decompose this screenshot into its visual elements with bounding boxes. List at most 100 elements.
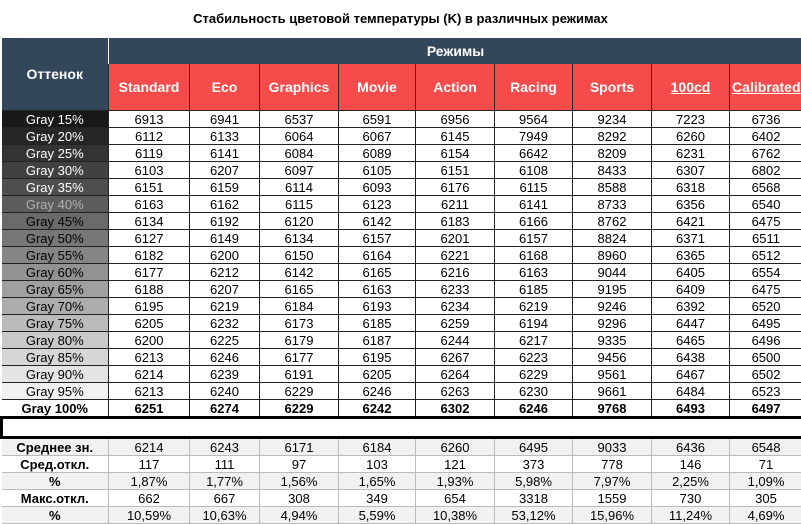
temperature-cell: 8733 <box>573 196 652 213</box>
stats-cell: 1,77% <box>190 473 260 490</box>
temperature-cell: 6371 <box>652 230 730 247</box>
temperature-cell: 7949 <box>495 128 573 145</box>
stats-cell: 3318 <box>495 490 573 507</box>
temperature-cell: 6120 <box>260 213 339 230</box>
row-header-shade: Оттенок <box>2 38 109 111</box>
temperature-cell: 6150 <box>260 247 339 264</box>
mode-header-graphics: Graphics <box>260 64 339 111</box>
temperature-cell: 6274 <box>190 400 260 418</box>
stats-cell: 6171 <box>260 438 339 456</box>
mode-header-100cd: 100cd <box>652 64 730 111</box>
temperature-cell: 6119 <box>109 145 190 162</box>
mode-header-standard: Standard <box>109 64 190 111</box>
temperature-cell: 6200 <box>190 247 260 264</box>
temperature-cell: 6142 <box>339 213 416 230</box>
temperature-cell: 6511 <box>730 230 801 247</box>
temperature-cell: 6591 <box>339 111 416 128</box>
temperature-cell: 6356 <box>652 196 730 213</box>
temperature-cell: 6239 <box>190 366 260 383</box>
temperature-cell: 6956 <box>416 111 495 128</box>
temperature-cell: 6484 <box>652 383 730 400</box>
temperature-cell: 6229 <box>260 400 339 418</box>
stats-cell: 308 <box>260 490 339 507</box>
stats-cell: 10,63% <box>190 507 260 524</box>
shade-label: Gray 80% <box>2 332 109 349</box>
temperature-cell: 6941 <box>190 111 260 128</box>
temperature-cell: 6176 <box>416 179 495 196</box>
stats-cell: 2,25% <box>652 473 730 490</box>
temperature-cell: 8292 <box>573 128 652 145</box>
temperature-cell: 6214 <box>109 366 190 383</box>
temperature-cell: 6229 <box>260 383 339 400</box>
shade-label: Gray 55% <box>2 247 109 264</box>
stats-cell: 6436 <box>652 438 730 456</box>
temperature-cell: 6230 <box>495 383 573 400</box>
temperature-cell: 6500 <box>730 349 801 366</box>
temperature-cell: 6205 <box>339 366 416 383</box>
shade-label: Gray 70% <box>2 298 109 315</box>
temperature-cell: 6163 <box>495 264 573 281</box>
temperature-cell: 6164 <box>339 247 416 264</box>
temperature-cell: 6205 <box>109 315 190 332</box>
stats-cell: 117 <box>109 456 190 473</box>
temperature-cell: 6151 <box>416 162 495 179</box>
stats-cell: 654 <box>416 490 495 507</box>
temperature-cell: 6421 <box>652 213 730 230</box>
stats-cell: 730 <box>652 490 730 507</box>
stats-label: % <box>2 473 109 490</box>
temperature-cell: 6194 <box>495 315 573 332</box>
temperature-cell: 6465 <box>652 332 730 349</box>
temperature-cell: 6149 <box>190 230 260 247</box>
temperature-cell: 6213 <box>109 383 190 400</box>
temperature-cell: 6207 <box>190 281 260 298</box>
temperature-cell: 8588 <box>573 179 652 196</box>
stats-cell: 6214 <box>109 438 190 456</box>
temperature-cell: 6405 <box>652 264 730 281</box>
stats-cell: 305 <box>730 490 801 507</box>
temperature-cell: 6913 <box>109 111 190 128</box>
temperature-cell: 8209 <box>573 145 652 162</box>
temperature-cell: 6246 <box>339 383 416 400</box>
temperature-cell: 6123 <box>339 196 416 213</box>
stats-cell: 6243 <box>190 438 260 456</box>
temperature-cell: 6497 <box>730 400 801 418</box>
temperature-cell: 6762 <box>730 145 801 162</box>
temperature-cell: 6211 <box>416 196 495 213</box>
temperature-cell: 6231 <box>652 145 730 162</box>
shade-label: Gray 75% <box>2 315 109 332</box>
stats-cell: 667 <box>190 490 260 507</box>
stats-cell: 10,59% <box>109 507 190 524</box>
stats-cell: 15,96% <box>573 507 652 524</box>
temperature-cell: 6084 <box>260 145 339 162</box>
temperature-cell: 6242 <box>339 400 416 418</box>
temperature-cell: 6192 <box>190 213 260 230</box>
stats-label: Макс.откл. <box>2 490 109 507</box>
stats-cell: 778 <box>573 456 652 473</box>
temperature-cell: 6141 <box>190 145 260 162</box>
temperature-cell: 6185 <box>339 315 416 332</box>
table-title: Стабильность цветовой температуры (K) в … <box>0 0 801 38</box>
stats-cell: 1,93% <box>416 473 495 490</box>
temperature-cell: 6163 <box>109 196 190 213</box>
temperature-cell: 6246 <box>495 400 573 418</box>
stats-cell: 1559 <box>573 490 652 507</box>
mode-header-racing: Racing <box>495 64 573 111</box>
stats-cell: 11,24% <box>652 507 730 524</box>
stats-cell: 146 <box>652 456 730 473</box>
stats-cell: 1,09% <box>730 473 801 490</box>
temperature-cell: 6089 <box>339 145 416 162</box>
temperature-cell: 6193 <box>339 298 416 315</box>
temperature-cell: 6157 <box>339 230 416 247</box>
temperature-cell: 6112 <box>109 128 190 145</box>
temperature-cell: 6318 <box>652 179 730 196</box>
temperature-cell: 6168 <box>495 247 573 264</box>
temperature-cell: 6105 <box>339 162 416 179</box>
temperature-cell: 6185 <box>495 281 573 298</box>
